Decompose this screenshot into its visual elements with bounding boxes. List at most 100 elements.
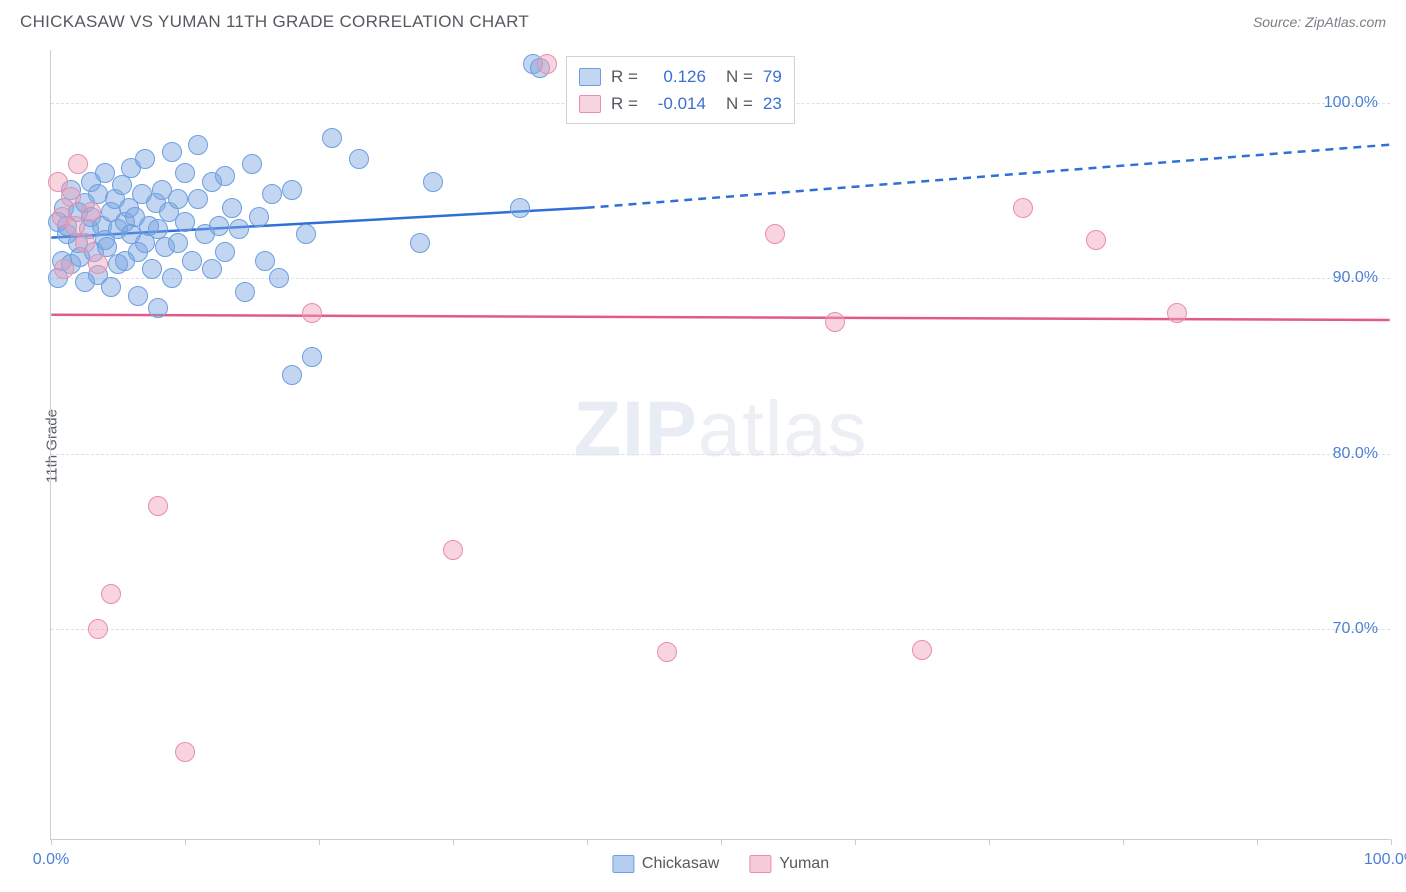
legend-swatch xyxy=(749,855,771,873)
data-point xyxy=(262,184,282,204)
data-point xyxy=(142,259,162,279)
legend-series-label: Yuman xyxy=(779,855,829,873)
data-point xyxy=(229,219,249,239)
x-tick xyxy=(319,839,320,845)
x-tick xyxy=(453,839,454,845)
data-point xyxy=(202,259,222,279)
data-point xyxy=(765,224,785,244)
data-point xyxy=(209,216,229,236)
data-point xyxy=(912,640,932,660)
y-tick-label: 80.0% xyxy=(1333,445,1378,463)
legend-series-label: Chickasaw xyxy=(642,855,719,873)
data-point xyxy=(61,187,81,207)
data-point xyxy=(175,163,195,183)
legend-r-label: R = xyxy=(611,63,638,90)
data-point xyxy=(175,212,195,232)
data-point xyxy=(302,347,322,367)
data-point xyxy=(410,233,430,253)
data-point xyxy=(168,233,188,253)
chart-title: CHICKASAW VS YUMAN 11TH GRADE CORRELATIO… xyxy=(20,12,529,32)
x-tick xyxy=(855,839,856,845)
data-point xyxy=(222,198,242,218)
data-point xyxy=(168,189,188,209)
legend-r-label: R = xyxy=(611,90,638,117)
legend-n-value: 23 xyxy=(763,90,782,117)
bottom-legend: Chickasaw Yuman xyxy=(612,855,829,873)
data-point xyxy=(148,496,168,516)
x-tick xyxy=(1391,839,1392,845)
data-point xyxy=(1086,230,1106,250)
watermark: ZIPatlas xyxy=(573,383,867,474)
data-point xyxy=(101,584,121,604)
data-point xyxy=(510,198,530,218)
data-point xyxy=(188,189,208,209)
data-point xyxy=(175,742,195,762)
data-point xyxy=(162,142,182,162)
legend-r-value: -0.014 xyxy=(648,90,706,117)
data-point xyxy=(128,286,148,306)
data-point xyxy=(162,268,182,288)
data-point xyxy=(81,202,101,222)
data-point xyxy=(88,254,108,274)
legend-n-label: N = xyxy=(726,90,753,117)
data-point xyxy=(88,619,108,639)
bottom-legend-item: Chickasaw xyxy=(612,855,719,873)
data-point xyxy=(322,128,342,148)
data-point xyxy=(282,365,302,385)
plot-area: ZIPatlas 70.0%80.0%90.0%100.0%0.0%100.0% xyxy=(51,50,1390,839)
data-point xyxy=(269,268,289,288)
watermark-atlas: atlas xyxy=(698,384,868,472)
data-point xyxy=(242,154,262,174)
gridline xyxy=(51,629,1390,630)
legend-row: R = 0.126 N = 79 xyxy=(579,63,782,90)
data-point xyxy=(68,154,88,174)
data-point xyxy=(188,135,208,155)
data-point xyxy=(112,175,132,195)
legend-swatch xyxy=(579,68,601,86)
data-point xyxy=(75,233,95,253)
data-point xyxy=(296,224,316,244)
x-tick xyxy=(989,839,990,845)
x-tick-label: 0.0% xyxy=(33,851,69,869)
data-point xyxy=(1167,303,1187,323)
data-point xyxy=(349,149,369,169)
data-point xyxy=(282,180,302,200)
legend-n-label: N = xyxy=(726,63,753,90)
data-point xyxy=(255,251,275,271)
watermark-zip: ZIP xyxy=(573,384,697,472)
x-tick xyxy=(1123,839,1124,845)
legend-row: R = -0.014 N = 23 xyxy=(579,90,782,117)
y-tick-label: 100.0% xyxy=(1324,94,1378,112)
legend-r-value: 0.126 xyxy=(648,63,706,90)
data-point xyxy=(215,242,235,262)
chart-source: Source: ZipAtlas.com xyxy=(1253,14,1386,30)
data-point xyxy=(54,259,74,279)
data-point xyxy=(235,282,255,302)
y-tick-label: 90.0% xyxy=(1333,269,1378,287)
data-point xyxy=(101,277,121,297)
legend-swatch xyxy=(579,95,601,113)
data-point xyxy=(182,251,202,271)
chart-header: CHICKASAW VS YUMAN 11TH GRADE CORRELATIO… xyxy=(0,0,1406,40)
stats-legend: R = 0.126 N = 79 R = -0.014 N = 23 xyxy=(566,56,795,124)
data-point xyxy=(443,540,463,560)
x-tick xyxy=(185,839,186,845)
chart-area: ZIPatlas 70.0%80.0%90.0%100.0%0.0%100.0%… xyxy=(50,50,1390,840)
x-tick xyxy=(587,839,588,845)
x-tick xyxy=(1257,839,1258,845)
data-point xyxy=(302,303,322,323)
x-tick xyxy=(721,839,722,845)
data-point xyxy=(135,149,155,169)
data-point xyxy=(1013,198,1033,218)
data-point xyxy=(95,163,115,183)
data-point xyxy=(249,207,269,227)
data-point xyxy=(657,642,677,662)
x-tick xyxy=(51,839,52,845)
data-point xyxy=(215,166,235,186)
data-point xyxy=(148,298,168,318)
gridline xyxy=(51,278,1390,279)
x-tick-label: 100.0% xyxy=(1364,851,1406,869)
y-tick-label: 70.0% xyxy=(1333,620,1378,638)
legend-n-value: 79 xyxy=(763,63,782,90)
data-point xyxy=(423,172,443,192)
